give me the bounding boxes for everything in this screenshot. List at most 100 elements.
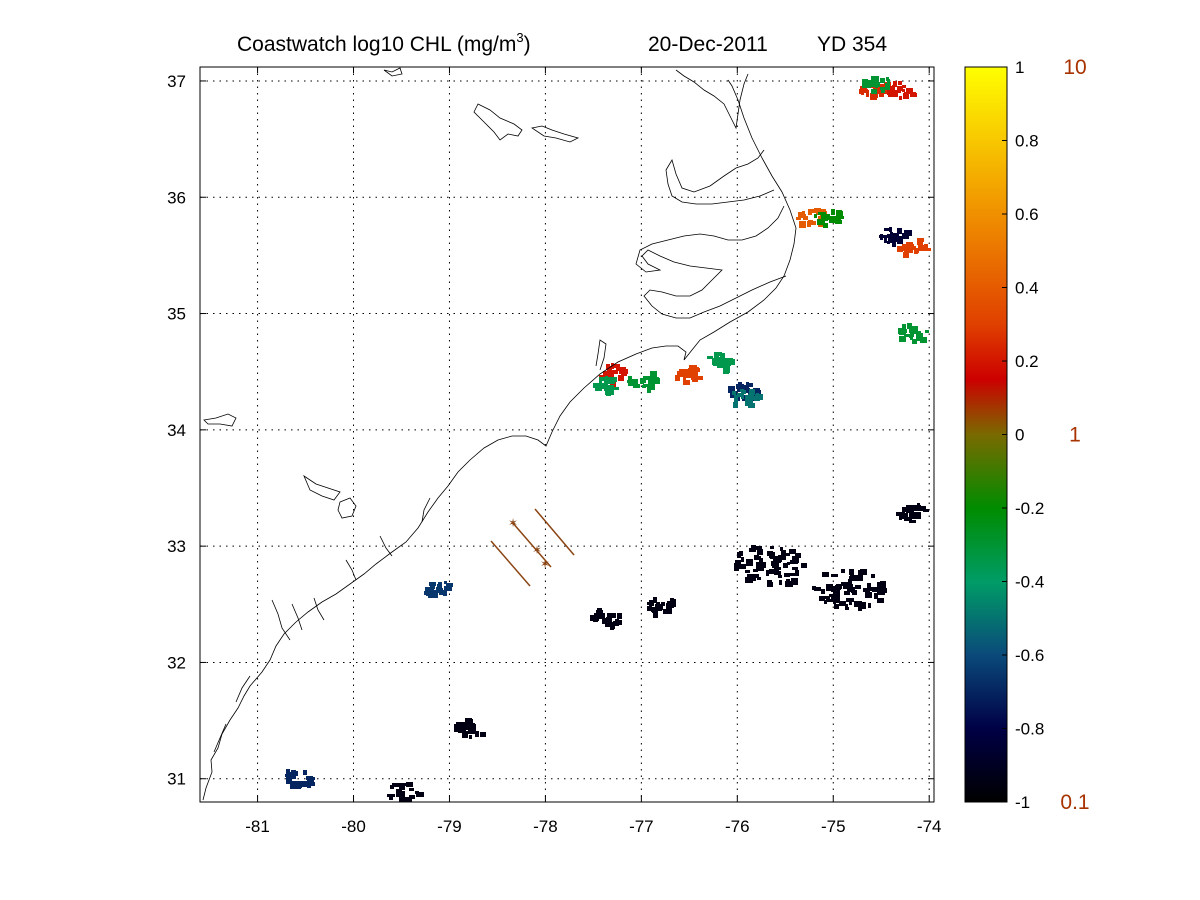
chl-pixel xyxy=(911,512,918,519)
chl-pixel xyxy=(902,233,909,239)
chl-pixel xyxy=(829,216,836,223)
chl-pixel xyxy=(614,377,617,382)
chl-pixel xyxy=(849,576,852,580)
lake-4 xyxy=(303,474,341,501)
chl-pixel xyxy=(656,602,660,609)
chl-pixel xyxy=(814,214,817,218)
chl-pixel xyxy=(738,564,746,569)
lat-tick-label: 31 xyxy=(167,770,186,789)
chl-pixel xyxy=(923,248,931,251)
chl-pixel xyxy=(643,376,646,383)
chl-pixel xyxy=(456,722,460,727)
chl-pixel xyxy=(907,323,912,329)
chl-pixel xyxy=(640,378,644,384)
chl-pixel xyxy=(905,252,908,257)
chl-pixel xyxy=(831,209,835,215)
chl-patch xyxy=(879,227,912,247)
chl-patch xyxy=(424,581,453,598)
chl-pixel xyxy=(823,223,828,228)
chl-pixel xyxy=(902,89,905,92)
chl-pixel xyxy=(599,377,602,383)
chl-pixel xyxy=(900,329,907,333)
chl-pixel xyxy=(466,719,473,725)
chl-pixel xyxy=(294,785,301,789)
chl-pixel xyxy=(438,582,442,589)
chl-pixel xyxy=(307,782,311,788)
chl-pixel xyxy=(773,556,781,563)
chl-pixel xyxy=(749,389,755,395)
chl-pixel xyxy=(723,361,727,364)
chl-pixel xyxy=(734,397,738,402)
chl-pixel xyxy=(792,567,798,570)
chl-pixel xyxy=(902,85,906,88)
lon-tick-label: -76 xyxy=(725,817,750,836)
chl-pixel xyxy=(627,380,633,383)
chl-pixel xyxy=(732,391,736,395)
chl-pixel xyxy=(679,372,686,376)
chl-pixel xyxy=(855,585,861,589)
chl-pixel xyxy=(745,570,750,573)
chl-pixel xyxy=(425,587,430,592)
colorbar-tick-label: -0.6 xyxy=(1015,646,1044,665)
colorbar-linear-label: 0.1 xyxy=(1060,791,1089,814)
chl-pixel xyxy=(661,602,665,606)
chl-pixel xyxy=(872,587,878,592)
chl-pixel xyxy=(887,86,894,90)
chl-pixel xyxy=(789,549,796,554)
chl-pixel xyxy=(779,580,782,585)
chl-pixel xyxy=(292,781,300,786)
chl-pixel xyxy=(848,579,852,584)
chl-pixel xyxy=(774,567,781,570)
chl-pixel xyxy=(865,83,873,86)
lon-axis: -81 -80 -79 -78 -77 -76 -75 -74 xyxy=(245,67,941,836)
chl-pixel xyxy=(879,93,884,97)
coastline-pamlico-sound xyxy=(635,205,787,319)
chl-pixel xyxy=(610,623,614,630)
map-yearday: YD 354 xyxy=(817,33,887,56)
chl-pixel xyxy=(799,221,806,228)
chl-pixel xyxy=(737,393,742,397)
chl-pixel xyxy=(871,574,875,578)
chl-pixel xyxy=(746,559,753,566)
chl-pixel xyxy=(285,774,290,777)
chl-pixel xyxy=(839,601,846,606)
chl-pixel xyxy=(866,90,869,97)
chl-pixel xyxy=(756,393,759,399)
chl-pixel xyxy=(893,239,899,242)
chl-pixel xyxy=(430,585,435,589)
lat-axis: 31 32 33 34 35 36 37 xyxy=(167,72,934,789)
chl-pixel xyxy=(469,735,472,739)
map-frame xyxy=(199,66,935,803)
chl-pixel xyxy=(900,514,904,519)
chl-pixel xyxy=(878,586,884,590)
chl-pixel xyxy=(394,783,401,787)
chl-pixel xyxy=(741,392,744,399)
chl-pixel xyxy=(918,245,925,251)
chl-patch xyxy=(887,81,917,100)
chl-pixel xyxy=(810,221,816,225)
chl-pixel xyxy=(902,511,905,515)
chl-pixel xyxy=(713,360,718,366)
chl-pixel xyxy=(774,571,781,575)
chl-pixel xyxy=(812,209,815,213)
chl-pixel xyxy=(621,369,628,374)
chl-pixel xyxy=(286,777,292,784)
chl-pixel xyxy=(740,389,744,392)
chl-pixel xyxy=(819,596,825,601)
chl-pixel xyxy=(399,796,405,802)
coastline-bogue-inlet xyxy=(595,339,607,371)
chl-pixel xyxy=(469,730,473,734)
chl-pixel xyxy=(291,770,296,776)
colorbar-ticks: 1 0.8 0.6 0.4 0.2 0 -0.2 -0.4 -0.6 -0.8 -1 xyxy=(1002,58,1044,812)
chl-pixel xyxy=(480,732,486,737)
chl-pixel xyxy=(730,359,735,365)
chl-pixel xyxy=(865,592,872,598)
chl-pixel xyxy=(904,334,910,337)
chl-pixel xyxy=(802,211,805,215)
chl-pixel xyxy=(782,554,786,560)
chl-pixel xyxy=(909,520,916,523)
chl-pixel xyxy=(603,372,608,379)
chl-pixel xyxy=(897,86,902,89)
chl-pixel xyxy=(399,784,405,790)
chl-pixel xyxy=(461,725,468,730)
